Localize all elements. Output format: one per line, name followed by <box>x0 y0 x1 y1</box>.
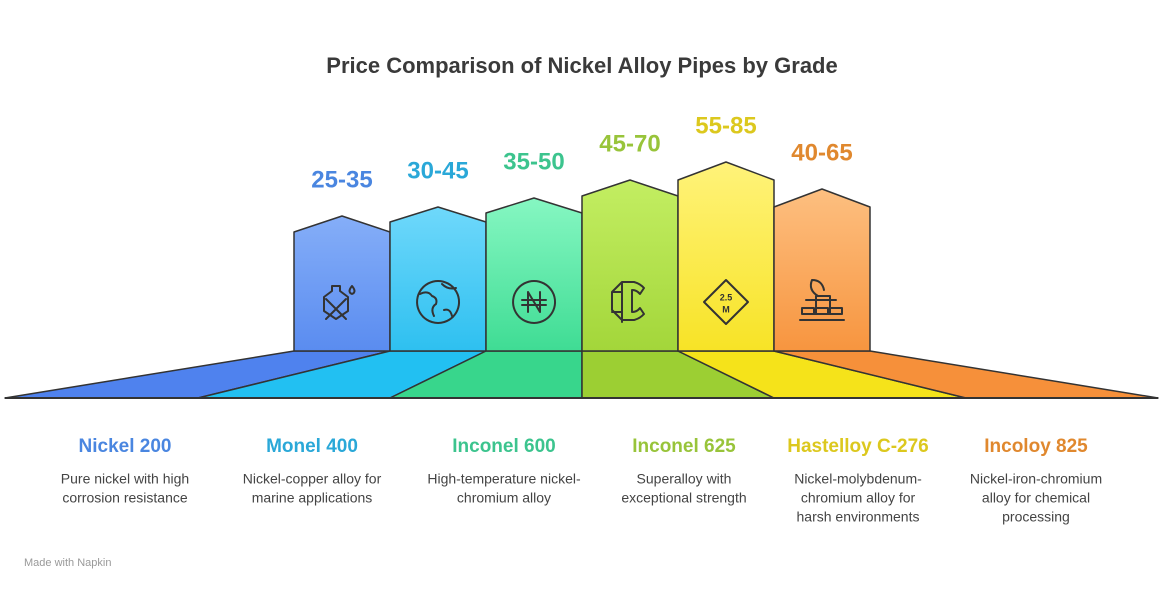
pillar <box>581 179 679 352</box>
icon <box>416 280 461 324</box>
pillar <box>293 215 391 352</box>
description: Nickel-iron-chromium <box>970 471 1102 487</box>
grade-name: Inconel 600 <box>452 436 556 457</box>
pillar <box>389 206 487 352</box>
grade-name: Hastelloy C-276 <box>787 436 929 457</box>
icon <box>512 280 557 324</box>
description: processing <box>1002 509 1070 525</box>
grade-name: Nickel 200 <box>79 436 172 457</box>
icon <box>799 279 845 321</box>
description: harsh environments <box>797 509 920 525</box>
icon <box>611 281 645 323</box>
icon-text: M <box>722 304 730 314</box>
pillar <box>677 161 775 352</box>
description: corrosion resistance <box>62 490 187 506</box>
description: Pure nickel with high <box>61 471 189 487</box>
pillar <box>485 197 583 352</box>
description: High-temperature nickel- <box>427 471 581 487</box>
description: marine applications <box>252 490 373 506</box>
grade-name: Inconel 625 <box>632 436 736 457</box>
range-label: 55-85 <box>695 112 756 139</box>
description: alloy for chemical <box>982 490 1090 506</box>
description: chromium alloy for <box>801 490 916 506</box>
grade-name: Incoloy 825 <box>984 436 1088 457</box>
pillar <box>773 188 871 352</box>
icon-text: 2.5 <box>720 292 733 302</box>
range-label: 30-45 <box>407 157 468 184</box>
description: exceptional strength <box>621 490 746 506</box>
description: Nickel-copper alloy for <box>243 471 382 487</box>
range-label: 35-50 <box>503 148 564 175</box>
range-label: 45-70 <box>599 130 660 157</box>
footer: Made with Napkin <box>24 557 111 569</box>
title: Price Comparison of Nickel Alloy Pipes b… <box>326 53 837 78</box>
range-label: 40-65 <box>791 139 852 166</box>
grade-name: Monel 400 <box>266 436 358 457</box>
description: Superalloy with <box>637 471 732 487</box>
icon <box>703 279 749 325</box>
description: Nickel-molybdenum- <box>794 471 922 487</box>
icon <box>323 285 356 320</box>
description: chromium alloy <box>457 490 551 506</box>
range-label: 25-35 <box>311 166 372 193</box>
